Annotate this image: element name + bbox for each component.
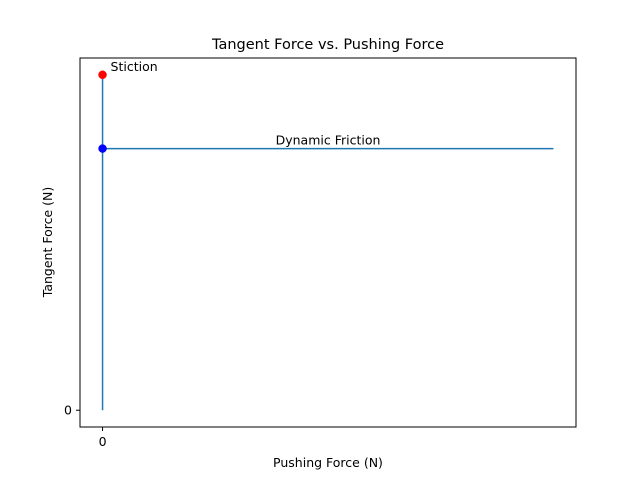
data-point-1 [98, 70, 107, 80]
data-point-2 [98, 144, 107, 153]
annotation-1: Stiction [111, 59, 158, 74]
y-tick-label-1: 0 [64, 403, 72, 418]
y-axis-label: Tangent Force (N) [40, 187, 55, 298]
x-axis-label: Pushing Force (N) [273, 455, 383, 470]
annotation-layer: Stiction Dynamic Friction [111, 59, 381, 148]
chart-title: Tangent Force vs. Pushing Force [211, 37, 444, 53]
annotation-2: Dynamic Friction [276, 133, 381, 148]
series-layer [101, 74, 554, 411]
plot-area [80, 58, 576, 427]
axes-frame [79, 57, 577, 428]
series-line-1 [101, 74, 554, 411]
marker-layer [98, 70, 107, 153]
x-tick-label-1: 0 [99, 434, 107, 449]
tick-layer: 00 [64, 403, 107, 449]
